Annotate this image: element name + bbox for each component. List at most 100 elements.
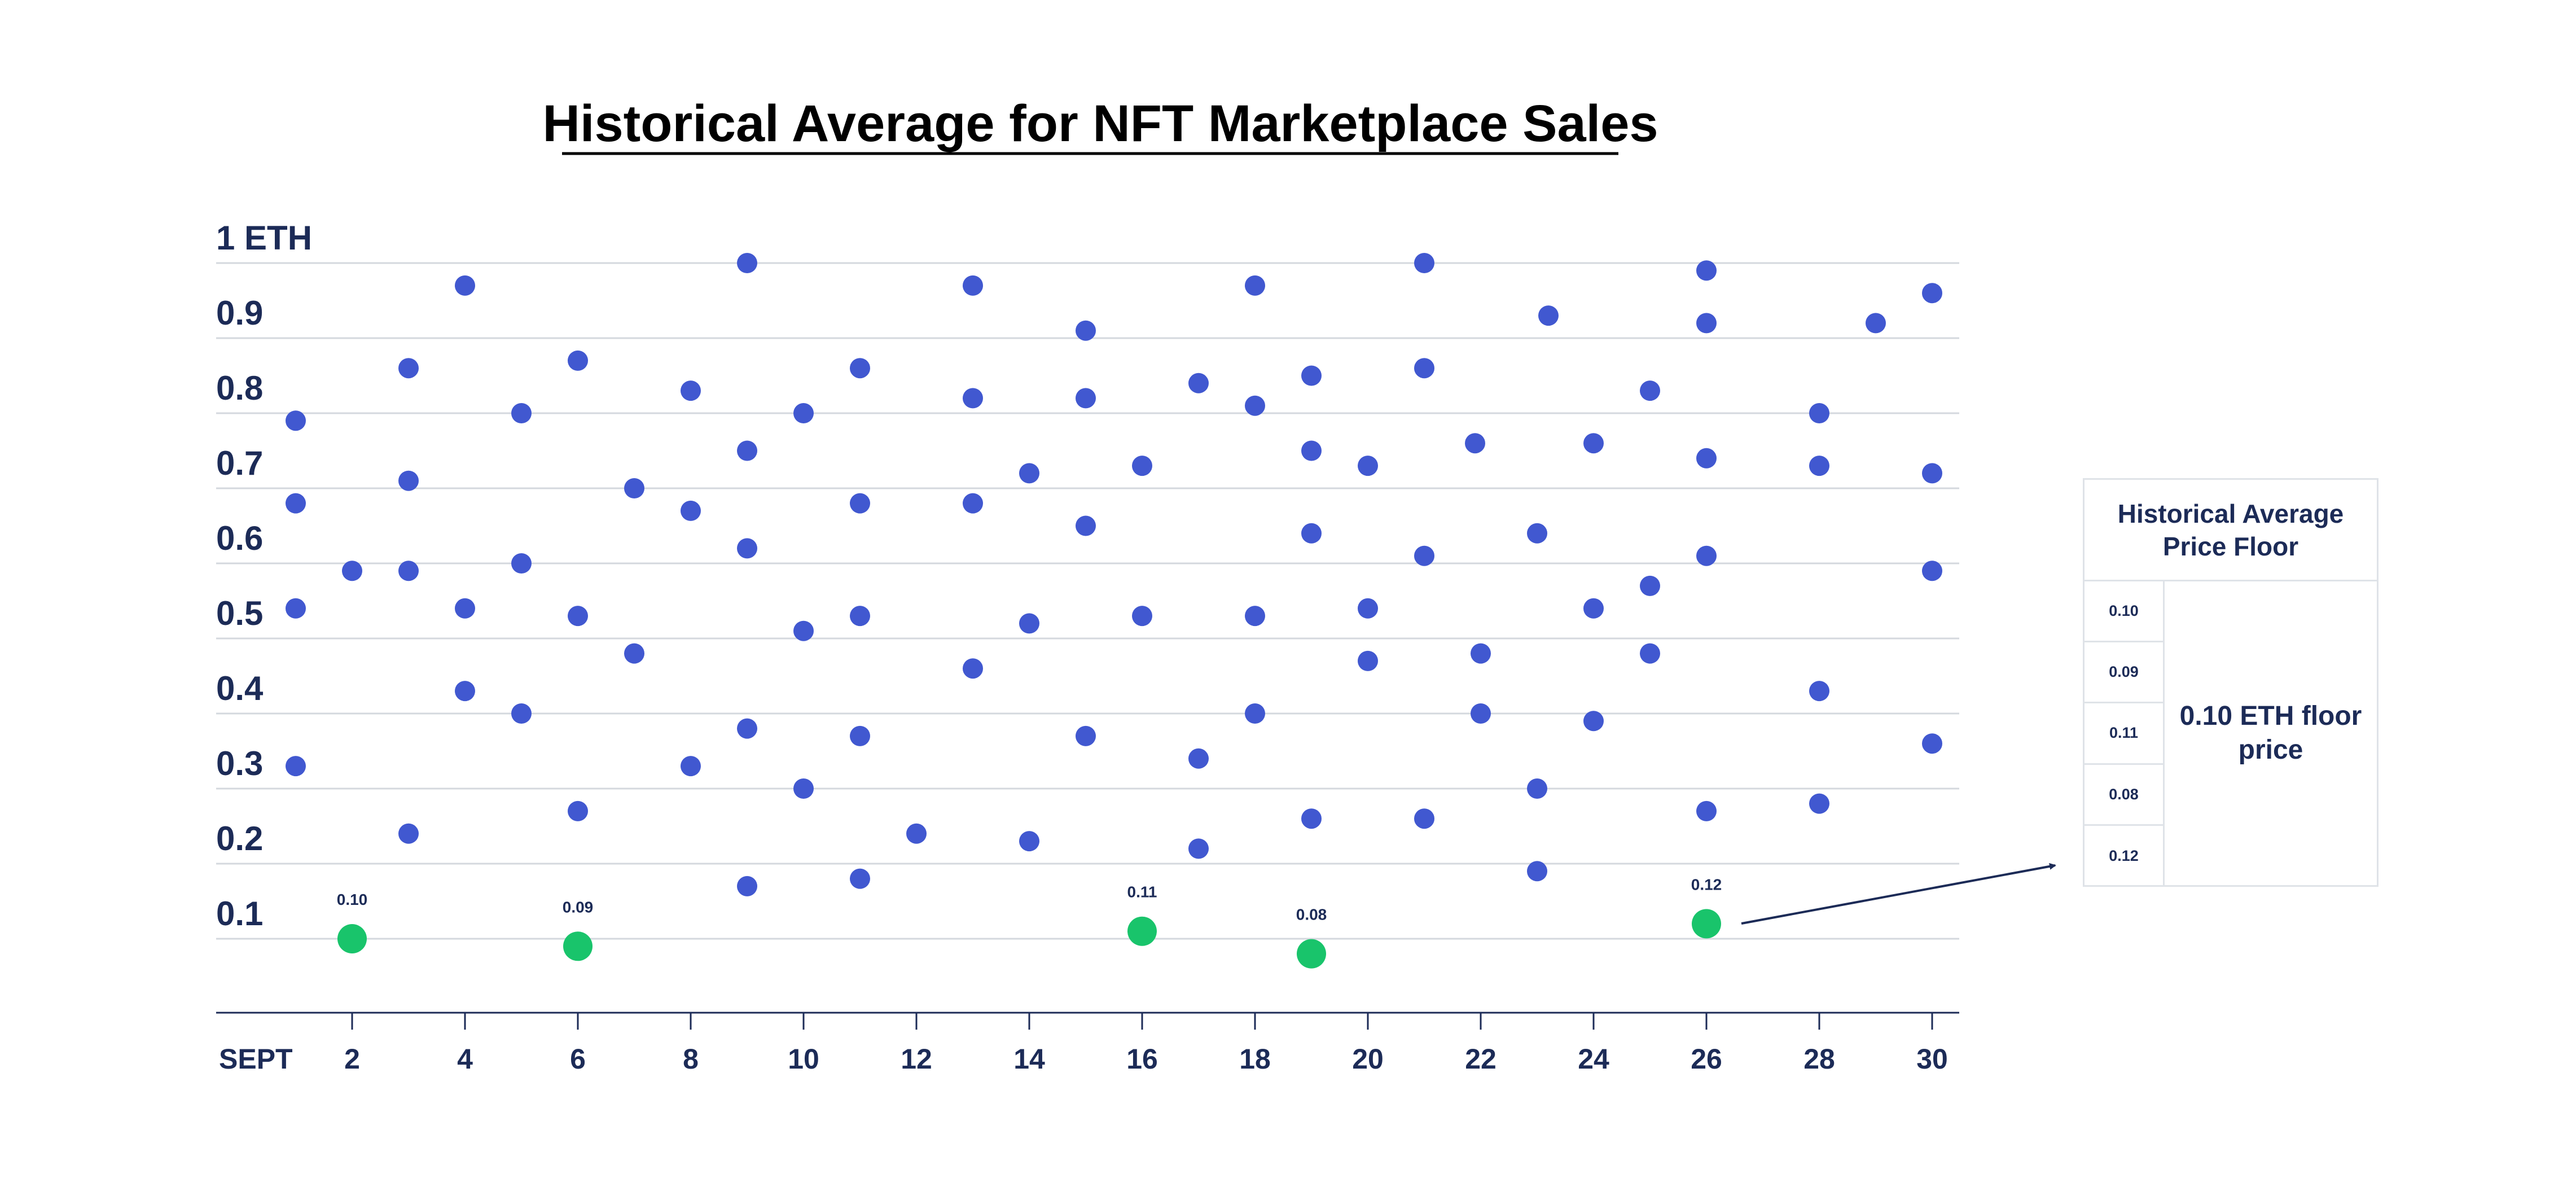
sale-point (1076, 388, 1096, 409)
y-tick-label: 0.8 (216, 369, 263, 407)
sale-point (568, 350, 588, 371)
sale-point (1358, 650, 1378, 671)
sale-point (286, 756, 306, 777)
floor-point (1127, 916, 1157, 946)
sale-point (1076, 320, 1096, 341)
floor-arrow (1741, 863, 2056, 925)
x-tick-label: 20 (1352, 1043, 1384, 1075)
x-tick-label: 26 (1691, 1043, 1722, 1075)
sale-point (1301, 440, 1322, 461)
price-floor-result: 0.10 ETH floor price (2179, 701, 2362, 765)
sale-point (681, 380, 701, 401)
floor-point (563, 931, 593, 961)
sale-point (850, 606, 870, 627)
sale-point (963, 493, 983, 514)
sale-point (737, 440, 757, 461)
sale-point (1301, 365, 1322, 386)
sale-point (398, 470, 419, 491)
sale-point (1414, 545, 1434, 566)
sale-point (1414, 808, 1434, 829)
price-floor-value: 0.08 (2085, 765, 2163, 826)
sale-point (1019, 831, 1039, 852)
chart-title: Historical Average for NFT Marketplace S… (542, 95, 1658, 152)
sale-point (1640, 380, 1660, 401)
sale-point (906, 823, 927, 844)
sale-point (1922, 733, 1942, 754)
sale-point (1696, 800, 1717, 821)
sale-point (1538, 305, 1559, 326)
sale-point (398, 823, 419, 844)
sale-point (737, 718, 757, 739)
sale-point (1245, 606, 1265, 627)
sale-point (624, 478, 644, 498)
sale-point (1471, 703, 1491, 724)
sale-point (681, 500, 701, 521)
sale-point (1019, 613, 1039, 634)
sale-point (1922, 561, 1942, 581)
sale-point (737, 253, 757, 273)
sale-point (286, 598, 306, 619)
sale-point (1132, 456, 1152, 476)
y-tick-label: 0.2 (216, 820, 263, 857)
sale-point (624, 643, 644, 664)
sale-point (1358, 598, 1378, 619)
sale-point (1922, 283, 1942, 304)
sale-point (850, 868, 870, 889)
floor-point-label: 0.11 (1127, 883, 1157, 901)
floor-point (337, 924, 367, 953)
floor-point-label: 0.10 (337, 891, 368, 908)
sale-point (1076, 725, 1096, 746)
sale-point (1583, 711, 1604, 732)
sale-point (1696, 448, 1717, 469)
sale-point (793, 620, 814, 641)
price-floor-value: 0.10 (2085, 581, 2163, 643)
floor-point (1692, 909, 1721, 939)
sale-point (286, 410, 306, 431)
sale-point (1132, 606, 1152, 627)
x-tick-label: 6 (570, 1043, 586, 1075)
floor-point-label: 0.09 (563, 898, 594, 916)
y-tick-label: 0.7 (216, 444, 263, 482)
sale-point (1583, 598, 1604, 619)
sale-point (455, 681, 475, 702)
floor-point-label: 0.08 (1296, 906, 1327, 924)
sale-point (1696, 313, 1717, 334)
x-tick-label: SEPT (219, 1043, 293, 1075)
price-floor-value: 0.09 (2085, 642, 2163, 704)
sale-point (342, 561, 362, 581)
x-tick-label: 30 (1916, 1043, 1948, 1075)
price-floor-title: Historical Average Price Floor (2085, 480, 2377, 581)
sale-point (1414, 358, 1434, 379)
sale-point (1809, 793, 1829, 814)
price-floor-panel: Historical Average Price Floor 0.10 0.09… (2083, 478, 2378, 887)
sale-point (793, 778, 814, 799)
sale-point (286, 493, 306, 514)
sale-point (737, 538, 757, 559)
sale-point (1188, 748, 1209, 769)
sale-point (850, 358, 870, 379)
sale-point (1019, 463, 1039, 484)
sale-point (1076, 515, 1096, 536)
sale-point (1245, 703, 1265, 724)
sale-point (1527, 523, 1547, 544)
y-tick-label: 0.3 (216, 745, 263, 782)
sale-point (1301, 523, 1322, 544)
x-tick-label: 18 (1239, 1043, 1271, 1075)
sale-point (1696, 545, 1717, 566)
sale-point (1640, 575, 1660, 596)
sale-point (793, 403, 814, 423)
sale-point (1583, 433, 1604, 454)
sale-point (1188, 373, 1209, 393)
y-tick-label: 0.4 (216, 669, 264, 707)
floor-point-label: 0.12 (1691, 876, 1722, 893)
floor-point (1297, 939, 1326, 969)
x-tick-label: 12 (901, 1043, 932, 1075)
sale-point (1866, 313, 1886, 334)
price-floor-values: 0.10 0.09 0.11 0.08 0.12 (2085, 581, 2165, 887)
sale-point (963, 388, 983, 409)
sale-point (568, 606, 588, 627)
y-tick-label: 0.5 (216, 594, 263, 632)
sale-point (511, 403, 532, 423)
y-tick-label: 0.9 (216, 294, 263, 332)
sale-point (1696, 260, 1717, 281)
